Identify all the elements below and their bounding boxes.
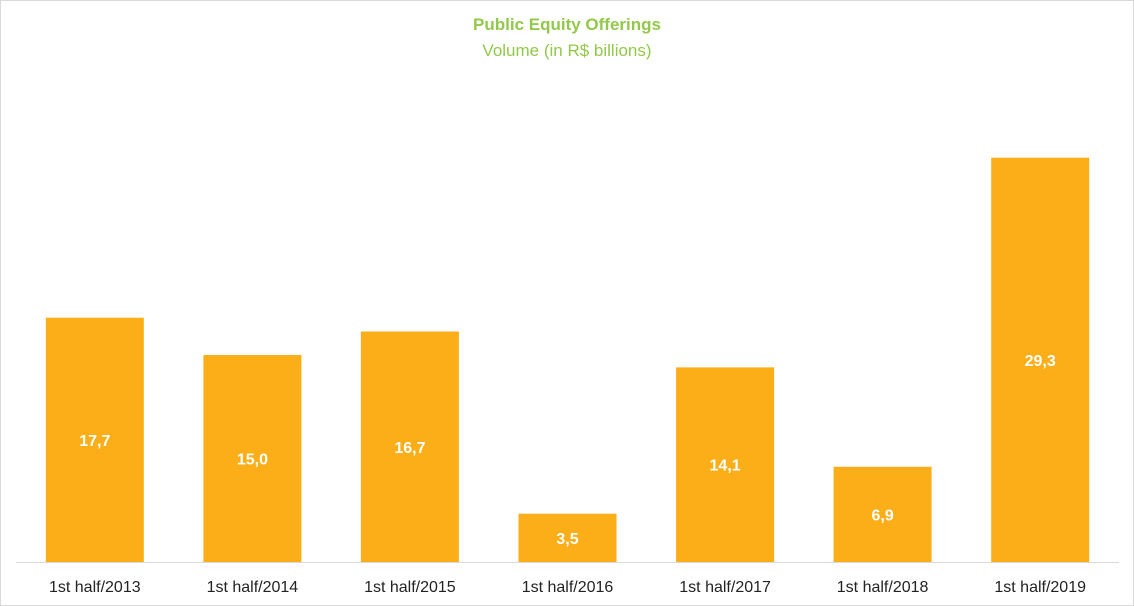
data-label: 6,9: [871, 507, 893, 524]
data-label: 17,7: [79, 433, 110, 450]
bar: [833, 466, 932, 562]
bar: [45, 317, 144, 562]
bar: [991, 157, 1090, 562]
bar: [360, 331, 459, 562]
x-tick-label: 1st half/2015: [364, 579, 456, 596]
data-label: 15,0: [237, 452, 268, 469]
chart-subtitle: Volume (in R$ billions): [482, 41, 652, 60]
x-tick-label: 1st half/2013: [49, 579, 141, 596]
x-tick-label: 1st half/2014: [207, 579, 299, 596]
data-label: 3,5: [556, 531, 578, 548]
data-label: 29,3: [1025, 353, 1056, 370]
x-tick-label: 1st half/2018: [837, 579, 929, 596]
chart-title: Public Equity Offerings: [473, 15, 661, 34]
bar: [203, 355, 302, 562]
data-label: 14,1: [710, 458, 741, 475]
data-label: 16,7: [394, 440, 425, 457]
x-tick-label: 1st half/2016: [522, 579, 614, 596]
bar: [676, 367, 775, 562]
x-tick-label: 1st half/2019: [994, 579, 1086, 596]
x-tick-label: 1st half/2017: [679, 579, 771, 596]
bar: [518, 513, 617, 562]
